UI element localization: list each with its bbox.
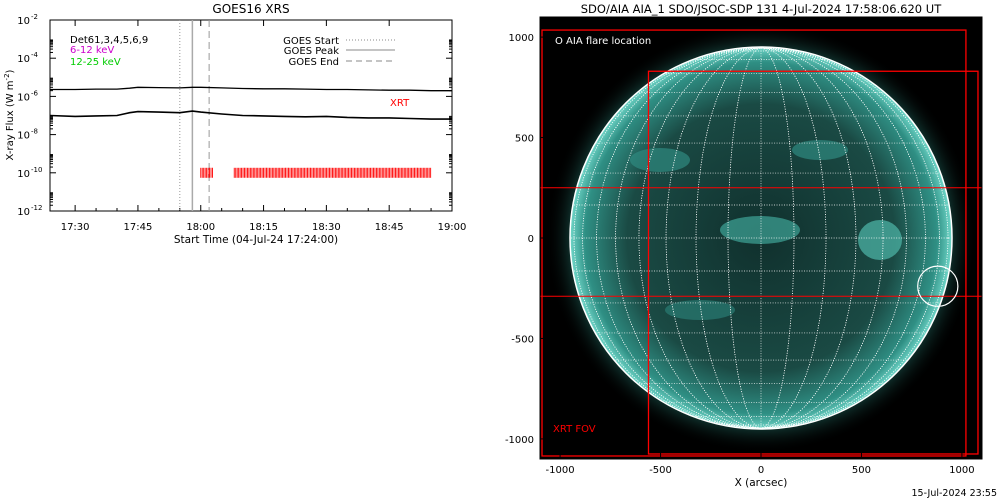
goes-ytick-label: 10 <box>17 169 30 180</box>
goes-title: GOES16 XRS <box>212 2 289 16</box>
xrt-observation-marks <box>200 167 432 178</box>
legend-end-label: GOES End <box>289 57 339 68</box>
aia-image-panel: SDO/AIA AIA_1 SDO/JSOC-SDP 131 4-Jul-202… <box>505 2 983 489</box>
goes-legend: GOES Start GOES Peak GOES End <box>283 36 395 68</box>
disk-active-regions <box>630 140 902 320</box>
xrt-label: XRT <box>390 98 410 109</box>
goes-ylabel-text: X-ray Flux (W m <box>5 80 16 160</box>
goes-ytick-exponent: -4 <box>31 51 39 59</box>
goes-x-axis: 17:30 17:45 18:00 18:15 18:30 18:45 19:00 <box>61 20 467 233</box>
goes-xlabel: Start Time (04-Jul-24 17:24:00) <box>174 234 338 246</box>
aia-x-axis: -1000 -500 0 500 1000 <box>546 453 975 476</box>
aia-xtick-label: 500 <box>852 465 871 476</box>
goes-ytick-label: 10 <box>17 92 30 103</box>
fov-label: XRT FOV <box>553 424 596 435</box>
footer-timestamp: 15-Jul-2024 23:55 <box>911 488 997 499</box>
flare-location-circle <box>917 265 959 307</box>
aia-image-content <box>540 23 982 457</box>
xrt-fov-boxes <box>540 29 982 457</box>
goes-xtick-label: 17:45 <box>124 222 153 233</box>
goes-vertical-markers <box>179 20 210 211</box>
flare-legend: O AIA flare location <box>555 36 651 47</box>
goes-ytick-exponent: -12 <box>31 204 42 212</box>
aia-ytick-label: -1000 <box>505 435 534 446</box>
goes-ylabel-end: ) <box>5 69 16 73</box>
goes-xtick-label: 18:15 <box>249 222 278 233</box>
aia-ytick-label: 0 <box>528 234 534 245</box>
goes-xtick-label: 17:30 <box>61 222 90 233</box>
detectors-label: Det61,3,4,5,6,9 <box>70 35 148 46</box>
aia-ytick-label: -500 <box>511 334 534 345</box>
goes-ytick-label: 10 <box>17 16 30 27</box>
goes-ylabel: X-ray Flux (W m-2) <box>3 69 16 160</box>
longitude-line <box>727 47 795 429</box>
heliographic-grid <box>571 47 951 429</box>
aia-xtick-label: 0 <box>758 465 764 476</box>
goes-ytick-exponent: -8 <box>31 128 38 136</box>
legend-start-label: GOES Start <box>283 36 339 47</box>
longitude-line <box>573 47 949 429</box>
legend-peak-label: GOES Peak <box>284 46 339 57</box>
aia-ytick-label: 1000 <box>509 33 534 44</box>
aia-xlabel: X (arcsec) <box>735 477 788 489</box>
goes-xtick-label: 18:00 <box>186 222 215 233</box>
goes-ytick-label: 10 <box>17 131 30 142</box>
goes-ytick-label: 10 <box>17 54 30 65</box>
band-low-label: 6-12 keV <box>70 45 114 56</box>
aia-xtick-label: 1000 <box>949 465 974 476</box>
goes-ytick-label: 10 <box>17 207 30 218</box>
series-12-25kev-line <box>50 110 452 120</box>
goes-ytick-exponent: -2 <box>31 13 38 21</box>
goes-ytick-exponent: -6 <box>31 89 39 97</box>
band-high-label: 12-25 keV <box>70 57 121 68</box>
goes-curves <box>50 86 452 120</box>
goes-xtick-label: 19:00 <box>438 222 467 233</box>
goes-ytick-exponent: -10 <box>31 166 42 174</box>
goes-xtick-label: 18:30 <box>312 222 341 233</box>
longitude-line <box>665 47 857 429</box>
aia-ytick-label: 500 <box>515 134 534 145</box>
aia-xtick-label: -1000 <box>546 465 575 476</box>
xrt-fov-rect <box>541 29 967 457</box>
xrt-fov-rect <box>647 70 979 455</box>
series-6-12kev-line <box>50 86 452 92</box>
aia-xtick-label: -500 <box>649 465 672 476</box>
solar-limb <box>569 46 953 430</box>
aia-y-axis: 1000 500 0 -500 -1000 <box>505 33 546 446</box>
goes-ylabel-sup: -2 <box>3 73 11 80</box>
aia-title: SDO/AIA AIA_1 SDO/JSOC-SDP 131 4-Jul-202… <box>581 2 942 16</box>
goes-xtick-label: 18:45 <box>375 222 404 233</box>
